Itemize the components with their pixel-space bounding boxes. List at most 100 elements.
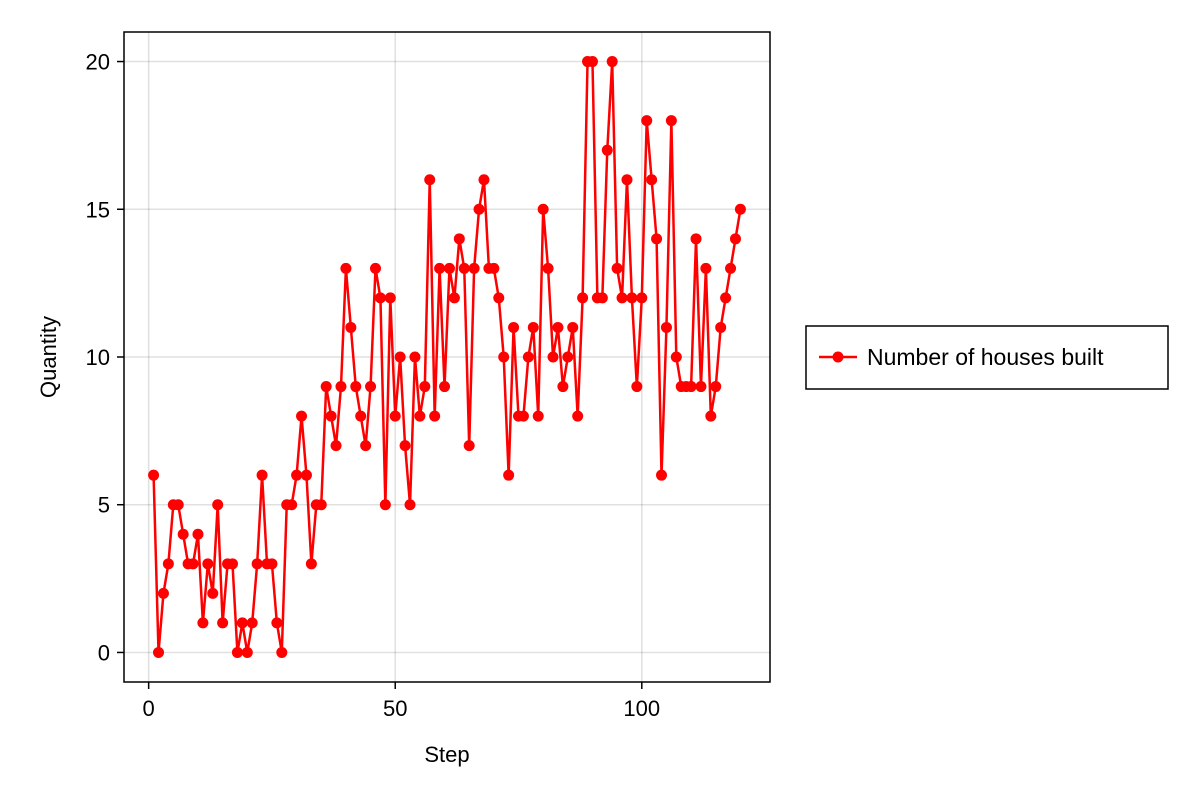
data-point (177, 528, 189, 540)
data-point (453, 233, 465, 245)
data-point (424, 174, 436, 186)
y-tick-label: 10 (86, 345, 110, 370)
data-point (379, 499, 391, 511)
data-point (715, 321, 727, 333)
data-point (439, 381, 451, 393)
data-point (315, 499, 327, 511)
y-tick-label: 20 (86, 50, 110, 75)
data-point (389, 410, 401, 422)
data-point (626, 292, 638, 304)
axis-ticks: 0 50 100 0 5 10 15 20 (86, 50, 661, 721)
data-point (399, 440, 411, 452)
data-point (360, 440, 372, 452)
data-point (355, 410, 367, 422)
data-point (498, 351, 510, 363)
data-point (409, 351, 421, 363)
data-point (463, 440, 475, 452)
data-point (710, 381, 722, 393)
y-axis-title: Quantity (36, 316, 61, 398)
data-point (493, 292, 505, 304)
data-point (601, 144, 613, 156)
data-point (330, 440, 342, 452)
data-point (202, 558, 214, 570)
data-point (532, 410, 544, 422)
data-point (335, 381, 347, 393)
series-layer (148, 56, 746, 658)
data-point (434, 262, 446, 274)
data-point (148, 469, 160, 481)
data-point (488, 262, 500, 274)
data-point (394, 351, 406, 363)
data-point (384, 292, 396, 304)
data-point (192, 528, 204, 540)
data-point (419, 381, 431, 393)
data-point (670, 351, 682, 363)
data-point (503, 469, 515, 481)
data-point (641, 115, 653, 127)
data-point (404, 499, 416, 511)
y-tick-label: 5 (98, 493, 110, 518)
data-point (187, 558, 199, 570)
data-point (374, 292, 386, 304)
data-point (660, 321, 672, 333)
data-point (217, 617, 229, 629)
data-point (478, 174, 490, 186)
data-point (350, 381, 362, 393)
x-tick-label: 100 (623, 696, 660, 721)
data-point (606, 56, 618, 68)
data-point (690, 233, 702, 245)
data-point (276, 646, 288, 658)
data-point (241, 646, 253, 658)
data-point (522, 351, 534, 363)
data-point (443, 262, 455, 274)
data-point (636, 292, 648, 304)
data-point (547, 351, 559, 363)
data-point (508, 321, 520, 333)
data-point (291, 469, 303, 481)
data-point (246, 617, 258, 629)
data-point (537, 203, 549, 215)
data-point (286, 499, 298, 511)
legend-marker-swatch (832, 351, 844, 363)
data-point (365, 381, 377, 393)
data-point (665, 115, 677, 127)
data-point (705, 410, 717, 422)
data-point (153, 646, 165, 658)
data-point (611, 262, 623, 274)
legend: Number of houses built (805, 325, 1169, 390)
x-tick-label: 50 (383, 696, 407, 721)
x-tick-label: 0 (143, 696, 155, 721)
data-point (305, 558, 317, 570)
data-point (458, 262, 470, 274)
data-point (729, 233, 741, 245)
data-point (720, 292, 732, 304)
data-point (656, 469, 668, 481)
data-point (325, 410, 337, 422)
data-point (695, 381, 707, 393)
data-point (197, 617, 209, 629)
data-point (370, 262, 381, 274)
data-point (296, 410, 308, 422)
data-point (468, 262, 480, 274)
data-point (266, 558, 278, 570)
data-point (212, 499, 224, 511)
x-axis-title: Step (424, 742, 469, 767)
data-point (552, 321, 564, 333)
data-point (300, 469, 312, 481)
data-point (226, 558, 238, 570)
data-point (557, 381, 569, 393)
data-point (448, 292, 460, 304)
data-point (577, 292, 589, 304)
y-tick-label: 0 (98, 640, 110, 665)
data-point (345, 321, 357, 333)
data-point (256, 469, 268, 481)
y-tick-label: 15 (86, 197, 110, 222)
data-point (567, 321, 579, 333)
data-point (162, 558, 174, 570)
data-point (320, 381, 332, 393)
data-point (207, 587, 219, 599)
data-point (429, 410, 441, 422)
data-point (572, 410, 584, 422)
data-point (621, 174, 633, 186)
